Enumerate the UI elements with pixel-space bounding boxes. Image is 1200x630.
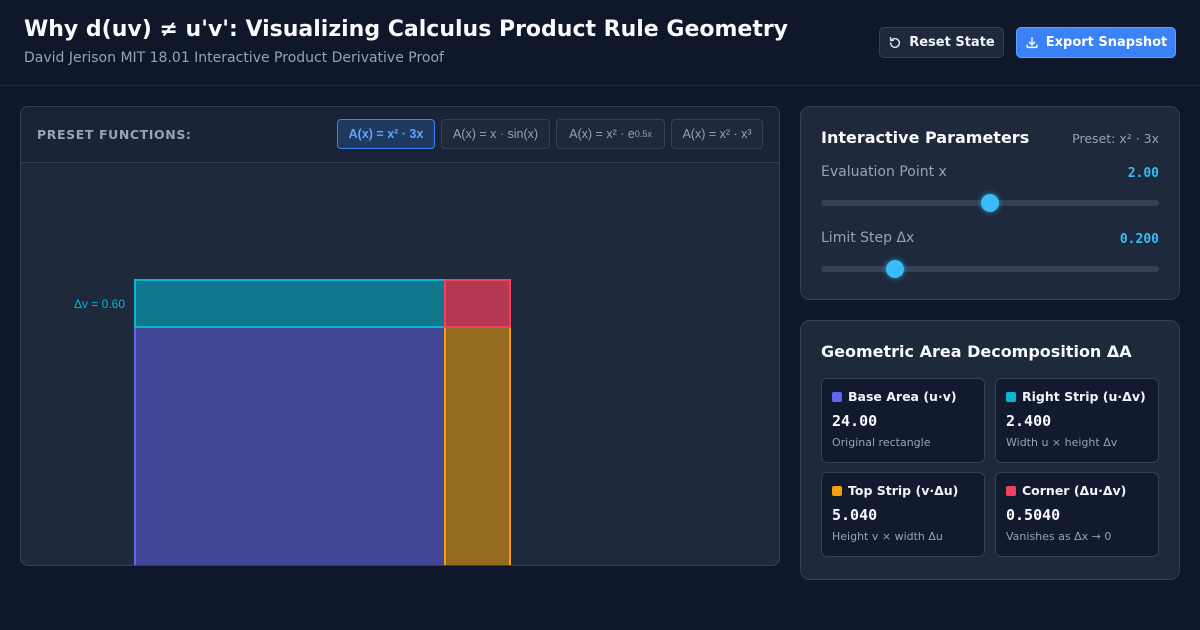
visualization-card: PRESET FUNCTIONS: A(x) = x² · 3x A(x) = … (20, 106, 780, 566)
decomposition-title: Geometric Area Decomposition ΔA (821, 342, 1132, 361)
preset-x2-exp-base: A(x) = x² · e (569, 127, 635, 141)
reset-state-button[interactable]: Reset State (879, 27, 1004, 58)
limit-step-slider[interactable] (821, 260, 1159, 278)
right-strip-swatch (1006, 392, 1016, 402)
base-area-desc: Original rectangle (832, 436, 931, 449)
preset-x2-exp-sup: 0.5x (634, 129, 652, 139)
preset-x2-x3[interactable]: A(x) = x² · x³ (671, 119, 763, 149)
parameters-panel: Interactive Parameters Preset: x² · 3x E… (800, 106, 1180, 300)
right-strip-rect (134, 279, 446, 328)
preset-bar: PRESET FUNCTIONS: A(x) = x² · 3x A(x) = … (21, 107, 779, 163)
base-area-value: 24.00 (832, 412, 878, 430)
corner-swatch (1006, 486, 1016, 496)
base-area-name: Base Area (u·v) (848, 389, 957, 404)
decomposition-panel: Geometric Area Decomposition ΔA Base Are… (800, 320, 1180, 580)
current-preset-tag: Preset: x² · 3x (1072, 131, 1159, 146)
corner-value: 0.5040 (1006, 506, 1061, 524)
right-strip-card: Right Strip (u·Δv) 2.400 Width u × heigh… (995, 378, 1159, 463)
parameters-title: Interactive Parameters (821, 128, 1030, 147)
export-snapshot-button[interactable]: Export Snapshot (1016, 27, 1176, 58)
top-strip-value: 5.040 (832, 506, 878, 524)
limit-step-value: 0.200 (1119, 232, 1159, 247)
evaluation-point-value: 2.00 (1127, 166, 1159, 181)
corner-desc: Vanishes as Δx → 0 (1006, 530, 1112, 543)
top-strip-desc: Height v × width Δu (832, 530, 943, 543)
download-icon (1026, 36, 1038, 48)
reset-icon (890, 36, 901, 48)
right-strip-desc: Width u × height Δv (1006, 436, 1118, 449)
limit-step-label: Limit Step Δx (821, 230, 915, 246)
evaluation-point-label: Evaluation Point x (821, 164, 947, 180)
right-strip-value: 2.400 (1006, 412, 1052, 430)
preset-functions-label: PRESET FUNCTIONS: (37, 127, 192, 142)
top-strip-card: Top Strip (v·Δu) 5.040 Height v × width … (821, 472, 985, 557)
base-area-swatch (832, 392, 842, 402)
corner-rect (444, 279, 511, 328)
reset-state-label: Reset State (909, 35, 995, 50)
corner-card: Corner (Δu·Δv) 0.5040 Vanishes as Δx → 0 (995, 472, 1159, 557)
area-plot: Δv = 0.60 (74, 279, 511, 565)
page-subtitle: David Jerison MIT 18.01 Interactive Prod… (24, 50, 444, 66)
app-header: Why d(uv) ≠ u'v': Visualizing Calculus P… (0, 0, 1200, 86)
preset-x2-exp[interactable]: A(x) = x² · e 0.5x (556, 119, 665, 149)
evaluation-point-slider[interactable] (821, 194, 1159, 212)
export-snapshot-label: Export Snapshot (1045, 35, 1168, 50)
top-strip-name: Top Strip (v·Δu) (848, 483, 959, 498)
base-area-card: Base Area (u·v) 24.00 Original rectangle (821, 378, 985, 463)
top-strip-rect (444, 326, 511, 565)
limit-step-slider-thumb[interactable] (885, 260, 904, 278)
preset-x2-3x[interactable]: A(x) = x² · 3x (337, 119, 435, 149)
base-area-rect (134, 326, 446, 565)
right-strip-name: Right Strip (u·Δv) (1022, 389, 1146, 404)
preset-x-sinx[interactable]: A(x) = x · sin(x) (441, 119, 550, 149)
corner-name: Corner (Δu·Δv) (1022, 483, 1127, 498)
page-title: Why d(uv) ≠ u'v': Visualizing Calculus P… (24, 17, 789, 42)
dv-label: Δv = 0.60 (74, 297, 125, 311)
evaluation-point-slider-thumb[interactable] (981, 194, 999, 212)
top-strip-swatch (832, 486, 842, 496)
